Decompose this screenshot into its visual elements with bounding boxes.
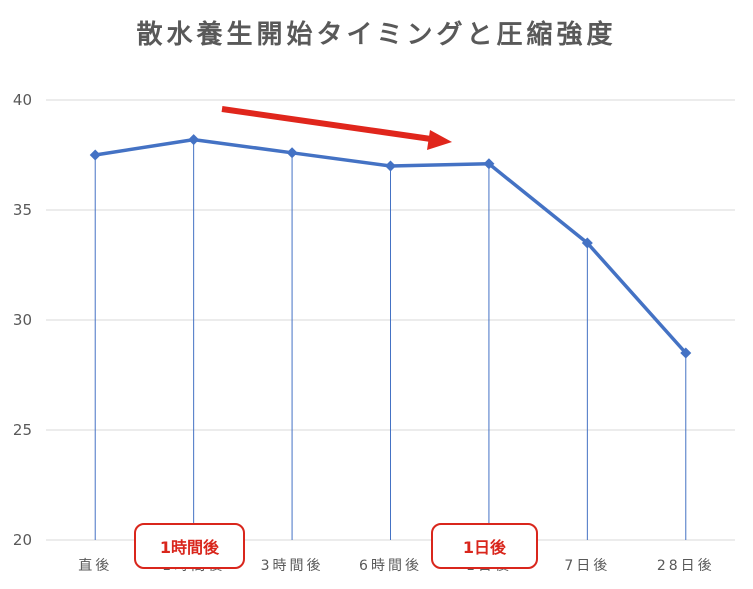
chart-title: 散水養生開始タイミングと圧縮強度 bbox=[136, 20, 617, 50]
y-tick-label: 40 bbox=[13, 91, 32, 109]
callout-1-day: 1日後 bbox=[431, 523, 538, 569]
y-tick-label: 25 bbox=[13, 421, 32, 439]
y-tick-label: 20 bbox=[13, 531, 32, 549]
x-tick-label: 7日後 bbox=[564, 558, 610, 574]
data-point bbox=[483, 158, 495, 170]
x-tick-label: 3時間後 bbox=[261, 558, 324, 574]
data-point bbox=[89, 149, 101, 161]
data-point bbox=[286, 147, 298, 159]
data-point bbox=[581, 237, 593, 249]
callout-1-hour: 1時間後 bbox=[134, 523, 245, 569]
x-tick-label: 6時間後 bbox=[359, 558, 422, 574]
data-point bbox=[680, 347, 692, 359]
data-point bbox=[188, 134, 200, 146]
trend-arrow-head bbox=[427, 130, 452, 150]
y-tick-label: 35 bbox=[13, 201, 32, 219]
x-tick-label: 直後 bbox=[78, 557, 112, 574]
y-tick-label: 30 bbox=[13, 311, 32, 329]
data-point bbox=[385, 160, 396, 172]
trend-arrow bbox=[221, 106, 432, 142]
x-tick-label: 28日後 bbox=[657, 558, 715, 574]
